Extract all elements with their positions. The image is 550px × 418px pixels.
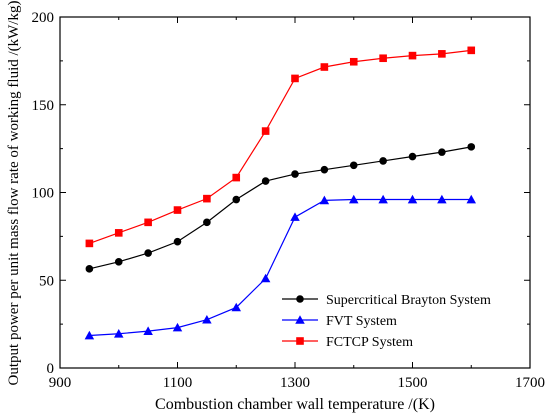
- y-tick-label: 50: [39, 273, 54, 289]
- data-point: [438, 50, 446, 58]
- legend-entry: Supercritical Brayton System: [282, 293, 491, 308]
- data-point: [379, 157, 387, 165]
- x-tick-labels: 900 1100 1300 1500 1700: [49, 375, 545, 391]
- data-point: [349, 161, 358, 170]
- data-point: [231, 302, 241, 312]
- data-point: [319, 195, 330, 205]
- legend-entry: FCTCP System: [282, 335, 413, 350]
- data-point: [408, 152, 417, 161]
- y-tick-labels: 0 50 100 150 200: [32, 10, 55, 377]
- data-point: [290, 212, 300, 221]
- data-point: [143, 326, 153, 335]
- data-point: [114, 229, 123, 237]
- plot-frame: [59, 16, 531, 369]
- data-point: [203, 194, 211, 203]
- x-tick-label: 900: [49, 375, 72, 391]
- series-1: [84, 194, 476, 340]
- x-tick-label: 1500: [398, 375, 428, 391]
- data-point: [144, 218, 152, 227]
- data-point: [379, 54, 387, 63]
- series-layer: [84, 46, 476, 340]
- data-point: [467, 143, 476, 151]
- legend-label: FCTCP System: [326, 335, 413, 350]
- data-point: [144, 249, 152, 257]
- legend-label: Supercritical Brayton System: [326, 293, 491, 308]
- data-point: [378, 194, 388, 204]
- data-point: [466, 194, 476, 204]
- data-point: [203, 218, 211, 227]
- y-tick-label: 100: [32, 186, 55, 202]
- data-point: [291, 74, 299, 83]
- series-line: [89, 49, 472, 244]
- data-point: [291, 170, 299, 178]
- x-tick-label: 1700: [515, 375, 545, 391]
- series-line: [89, 198, 472, 337]
- legend-label: FVT System: [326, 314, 397, 329]
- y-axis-label: Output power per unit mass flow rate of …: [6, 1, 22, 386]
- data-point: [84, 330, 95, 340]
- data-point: [261, 127, 270, 135]
- series-2: [85, 46, 476, 248]
- data-point: [349, 194, 359, 204]
- data-point: [408, 51, 417, 60]
- data-point: [114, 258, 123, 266]
- x-tick-label: 1300: [280, 375, 310, 391]
- data-point: [320, 165, 329, 174]
- y-tick-label: 0: [47, 361, 55, 377]
- legend-marker: [296, 295, 304, 303]
- data-point: [202, 314, 212, 324]
- legend-marker: [295, 315, 305, 324]
- series-0: [85, 143, 476, 273]
- data-point: [172, 322, 183, 332]
- data-point: [467, 46, 476, 55]
- y-tick-label: 200: [32, 10, 55, 26]
- data-point: [85, 239, 94, 248]
- data-point: [437, 194, 447, 204]
- data-point: [407, 194, 418, 204]
- data-point: [260, 273, 271, 283]
- legend-marker: [296, 337, 304, 345]
- series-line: [89, 146, 472, 270]
- x-tick-label: 1100: [163, 375, 192, 391]
- data-point: [349, 57, 358, 66]
- x-axis-label: Combustion chamber wall temperature /(K): [155, 396, 435, 413]
- data-point: [438, 148, 446, 156]
- data-point: [173, 237, 182, 246]
- data-point: [85, 265, 94, 273]
- data-point: [173, 206, 182, 214]
- data-point: [261, 177, 270, 185]
- data-point: [232, 195, 241, 204]
- legend: Supercritical Brayton System FVT System FC…: [282, 293, 491, 350]
- y-tick-label: 150: [32, 98, 55, 114]
- data-point: [114, 329, 124, 338]
- data-point: [232, 173, 241, 182]
- legend-entry: FVT System: [282, 314, 397, 329]
- data-point: [320, 63, 329, 71]
- axis-ticks: [59, 16, 531, 369]
